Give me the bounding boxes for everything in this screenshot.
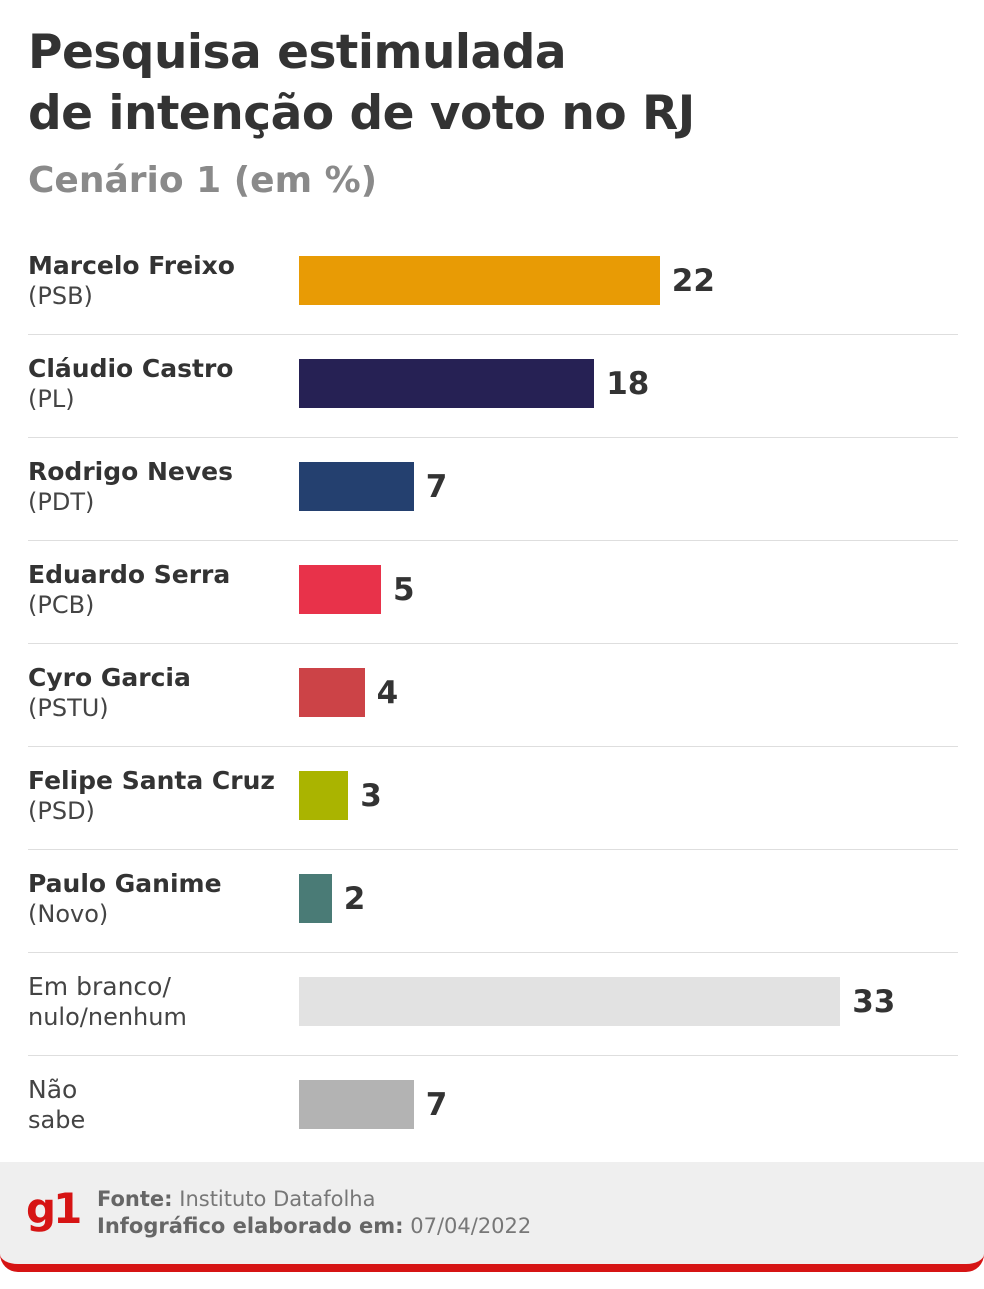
footer: g1 Fonte: Instituto Datafolha Infográfic… xyxy=(0,1162,984,1272)
source-block: Fonte: Instituto Datafolha Infográfico e… xyxy=(97,1186,531,1240)
date-line: Infográfico elaborado em: 07/04/2022 xyxy=(97,1213,531,1240)
bar xyxy=(299,1080,414,1129)
candidate-name: Eduardo Serra xyxy=(28,560,231,589)
chart-title-line-1: Pesquisa estimulada xyxy=(28,25,567,80)
category-label: Em branco/nulo/nenhum xyxy=(28,971,293,1033)
source-value: Instituto Datafolha xyxy=(179,1187,376,1211)
bar-row: Eduardo Serra (PCB) 5 xyxy=(28,541,958,644)
data-label: 18 xyxy=(606,366,650,402)
bar-row: Cyro Garcia (PSTU) 4 xyxy=(28,644,958,747)
candidate-party: (Novo) xyxy=(28,900,109,928)
g1-logo: g1 xyxy=(26,1184,82,1233)
bar xyxy=(299,771,349,820)
bar-row: Marcelo Freixo (PSB) 22 xyxy=(28,232,958,335)
bar-row: Cláudio Castro (PL) 18 xyxy=(28,335,958,438)
data-label: 4 xyxy=(376,675,399,711)
data-label: 3 xyxy=(360,778,382,814)
bar xyxy=(299,668,365,717)
data-label: 7 xyxy=(425,469,448,505)
candidate-name: Marcelo Freixo xyxy=(28,251,235,280)
bar xyxy=(299,565,381,614)
bar xyxy=(299,462,414,511)
bar-row: Não sabe 7 xyxy=(28,1056,958,1158)
source-line: Fonte: Instituto Datafolha xyxy=(97,1186,531,1213)
category-label: Marcelo Freixo (PSB) xyxy=(28,250,293,312)
chart-subtitle: Cenário 1 (em %) xyxy=(28,160,378,201)
candidate-name: Paulo Ganime xyxy=(28,869,222,898)
bar xyxy=(299,359,595,408)
category-label: Rodrigo Neves (PDT) xyxy=(28,456,293,518)
data-label: 33 xyxy=(852,984,896,1020)
category-label: Cyro Garcia (PSTU) xyxy=(28,662,293,724)
date-label: Infográfico elaborado em: xyxy=(97,1214,404,1238)
category-label: Não sabe xyxy=(28,1074,293,1136)
source-label: Fonte: xyxy=(97,1187,173,1211)
candidate-party: (PCB) xyxy=(28,591,95,619)
category-label: Cláudio Castro (PL) xyxy=(28,353,293,415)
data-label: 2 xyxy=(343,881,366,917)
bar-row: Rodrigo Neves (PDT) 7 xyxy=(28,438,958,541)
candidate-name: Em branco/ xyxy=(28,972,171,1001)
category-label: Eduardo Serra (PCB) xyxy=(28,559,293,621)
candidate-name: Felipe Santa Cruz xyxy=(28,766,275,795)
candidate-party: (PSD) xyxy=(28,797,95,825)
candidate-party: (PSB) xyxy=(28,282,93,310)
bar-row: Em branco/nulo/nenhum 33 xyxy=(28,953,958,1056)
bar xyxy=(299,874,332,923)
bar xyxy=(299,256,660,305)
data-label: 7 xyxy=(425,1087,448,1123)
bar xyxy=(299,977,841,1026)
data-label: 5 xyxy=(393,572,415,608)
bar-row: Paulo Ganime (Novo) 2 xyxy=(28,850,958,953)
date-value: 07/04/2022 xyxy=(410,1214,532,1238)
data-label: 22 xyxy=(671,263,715,299)
candidate-party: (PL) xyxy=(28,385,75,413)
category-label: Felipe Santa Cruz (PSD) xyxy=(28,765,293,827)
candidate-name: Cláudio Castro xyxy=(28,354,234,383)
chart-title-line-2: de intenção de voto no RJ xyxy=(28,86,695,141)
bar-row: Felipe Santa Cruz (PSD) 3 xyxy=(28,747,958,850)
bar-chart: Marcelo Freixo (PSB) 22 Cláudio Castro (PL) 1… xyxy=(28,232,958,1158)
candidate-party: (PSTU) xyxy=(28,694,109,722)
candidate-party: sabe xyxy=(28,1106,86,1134)
chart-title: Pesquisa estimulada de intenção de voto … xyxy=(28,22,695,144)
candidate-party: (PDT) xyxy=(28,488,95,516)
candidate-name: Cyro Garcia xyxy=(28,663,191,692)
candidate-name: Não xyxy=(28,1075,78,1104)
candidate-name: Rodrigo Neves xyxy=(28,457,234,486)
category-label: Paulo Ganime (Novo) xyxy=(28,868,293,930)
candidate-party: nulo/nenhum xyxy=(28,1003,187,1031)
